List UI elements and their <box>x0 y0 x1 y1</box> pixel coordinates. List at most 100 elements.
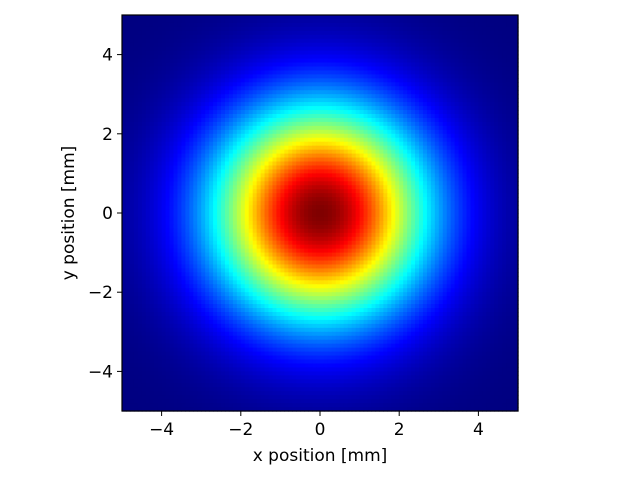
heatmap-cell <box>351 133 357 139</box>
heatmap-cell <box>399 169 404 174</box>
heatmap-cell <box>426 62 432 68</box>
heatmap-cell <box>434 86 440 91</box>
heatmap-cell <box>125 106 131 111</box>
heatmap-cell <box>359 62 365 68</box>
heatmap-cell <box>161 161 167 167</box>
heatmap-cell <box>367 121 373 127</box>
heatmap-cell <box>197 125 202 131</box>
heatmap-cell <box>169 185 175 190</box>
heatmap-cell <box>430 46 436 52</box>
heatmap-cell <box>434 62 440 68</box>
heatmap-cell <box>502 161 507 167</box>
heatmap-cell <box>173 169 179 174</box>
heatmap-cell <box>419 58 424 64</box>
heatmap-cell <box>145 46 151 52</box>
heatmap-cell <box>462 157 468 163</box>
heatmap-cell <box>379 181 384 186</box>
heatmap-cell <box>272 129 278 135</box>
heatmap-cell <box>347 18 353 24</box>
heatmap-cell <box>426 102 432 107</box>
heatmap-cell <box>494 161 499 167</box>
heatmap-cell <box>153 50 159 56</box>
heatmap-cell <box>129 46 135 52</box>
heatmap-cell <box>125 30 131 36</box>
heatmap-cell <box>466 38 472 44</box>
heatmap-cell <box>213 141 218 147</box>
heatmap-cell <box>232 117 238 123</box>
heatmap-cell <box>133 70 139 75</box>
heatmap-cell <box>371 78 377 83</box>
heatmap-cell <box>221 78 226 83</box>
heatmap-cell <box>339 46 345 52</box>
heatmap-cell <box>201 125 206 131</box>
heatmap-cell <box>240 209 246 214</box>
heatmap-cell <box>430 114 436 119</box>
heatmap-cell <box>312 66 317 72</box>
heatmap-cell <box>430 129 436 135</box>
heatmap-cell <box>387 70 392 75</box>
heatmap-cell <box>343 38 349 44</box>
heatmap-cell <box>434 54 440 60</box>
heatmap-cell <box>486 46 491 52</box>
heatmap-cell <box>209 157 214 163</box>
heatmap-cell <box>260 157 266 163</box>
heatmap-cell <box>320 82 325 87</box>
heatmap-cell <box>379 197 384 202</box>
heatmap-cell <box>486 106 491 111</box>
heatmap-cell <box>256 58 262 64</box>
heatmap-cell <box>490 117 495 123</box>
heatmap-cell <box>217 18 222 24</box>
heatmap-cell <box>502 201 507 206</box>
heatmap-cell <box>458 30 464 36</box>
heatmap-cell <box>193 82 198 87</box>
heatmap-cell <box>296 201 301 206</box>
heatmap-cell <box>217 181 222 186</box>
heatmap-cell <box>482 50 487 56</box>
heatmap-cell <box>502 133 507 139</box>
heatmap-cell <box>415 125 420 131</box>
heatmap-cell <box>122 66 127 72</box>
heatmap-cell <box>323 74 329 79</box>
heatmap-cell <box>343 106 349 111</box>
heatmap-cell <box>422 42 428 48</box>
heatmap-cell <box>185 106 190 111</box>
heatmap-cell <box>153 30 159 36</box>
heatmap-cell <box>403 98 408 103</box>
heatmap-cell <box>391 18 396 24</box>
heatmap-cell <box>470 58 476 64</box>
heatmap-cell <box>248 173 254 178</box>
heatmap-cell <box>197 165 202 171</box>
heatmap-cell <box>359 165 365 171</box>
heatmap-cell <box>379 58 384 64</box>
heatmap-cell <box>300 133 305 139</box>
heatmap-cell <box>260 30 266 36</box>
heatmap-cell <box>169 98 175 103</box>
heatmap-cell <box>177 165 182 171</box>
heatmap-cell <box>161 110 167 115</box>
heatmap-cell <box>379 153 384 159</box>
heatmap-cell <box>145 201 151 206</box>
heatmap-cell <box>458 38 464 44</box>
heatmap-cell <box>201 114 206 119</box>
heatmap-cell <box>240 205 246 210</box>
heatmap-cell <box>264 26 270 32</box>
heatmap-cell <box>221 121 226 127</box>
heatmap-cell <box>320 70 325 75</box>
heatmap-cell <box>343 58 349 64</box>
heatmap-cell <box>316 141 321 147</box>
heatmap-cell <box>383 26 388 32</box>
heatmap-cell <box>260 161 266 167</box>
heatmap-cell <box>403 201 408 206</box>
heatmap-cell <box>153 145 159 151</box>
heatmap-cell <box>470 106 476 111</box>
heatmap-cell <box>161 114 167 119</box>
heatmap-cell <box>288 153 293 159</box>
heatmap-cell <box>359 15 365 20</box>
heatmap-cell <box>209 121 214 127</box>
heatmap-cell <box>510 26 515 32</box>
heatmap-cell <box>355 169 361 174</box>
heatmap-cell <box>213 149 218 155</box>
heatmap-cell <box>280 46 285 52</box>
heatmap-cell <box>450 34 456 40</box>
heatmap-cell <box>339 94 345 99</box>
